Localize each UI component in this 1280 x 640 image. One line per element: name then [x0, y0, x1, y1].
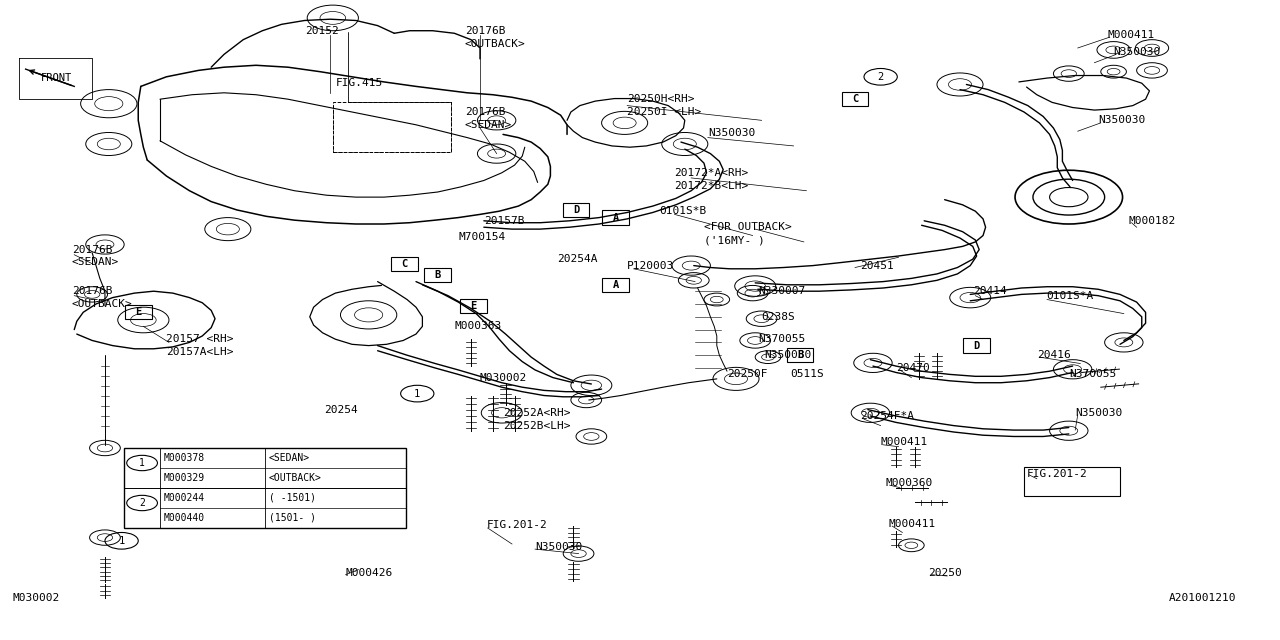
Text: 20254A: 20254A [557, 254, 598, 264]
Text: 1: 1 [119, 536, 124, 546]
Text: 20250F: 20250F [727, 369, 768, 380]
Text: ( -1501): ( -1501) [269, 493, 316, 503]
Text: 0238S: 0238S [762, 312, 795, 322]
Text: 20252A<RH>: 20252A<RH> [503, 408, 571, 418]
Text: 20157 <RH>: 20157 <RH> [166, 334, 234, 344]
Bar [603, 211, 630, 225]
Text: E: E [136, 307, 141, 317]
Text: N350030: N350030 [1098, 115, 1146, 125]
Text: ('16MY- ): ('16MY- ) [704, 235, 764, 245]
Text: C: C [402, 259, 407, 269]
Text: M000411: M000411 [881, 436, 928, 447]
Bar [392, 257, 417, 271]
Text: M000440: M000440 [164, 513, 205, 523]
Text: 1: 1 [415, 388, 420, 399]
Text: B: B [435, 270, 440, 280]
Text: M000182: M000182 [1129, 216, 1176, 226]
Text: E: E [471, 301, 476, 311]
Text: (1501- ): (1501- ) [269, 513, 316, 523]
Bar [1024, 467, 1120, 496]
Bar [603, 278, 630, 292]
Text: M030002: M030002 [480, 372, 527, 383]
Text: 20172*A<RH>: 20172*A<RH> [675, 168, 749, 178]
Text: FRONT: FRONT [41, 73, 72, 83]
Text: 1: 1 [140, 458, 145, 468]
Text: C: C [852, 94, 858, 104]
Text: 20254: 20254 [324, 404, 357, 415]
Text: M000378: M000378 [164, 453, 205, 463]
Text: M030002: M030002 [13, 593, 60, 604]
Text: D: D [974, 340, 979, 351]
Text: 20414: 20414 [973, 286, 1006, 296]
Text: 20250: 20250 [928, 568, 961, 578]
Text: M000411: M000411 [1107, 30, 1155, 40]
Bar [125, 305, 152, 319]
Text: N370055: N370055 [1069, 369, 1116, 380]
Text: M000329: M000329 [164, 473, 205, 483]
Text: 20176B: 20176B [465, 26, 506, 36]
Text: N350030: N350030 [764, 350, 812, 360]
Text: N330007: N330007 [758, 286, 805, 296]
Text: 20254F*A: 20254F*A [860, 411, 914, 421]
Text: 20451: 20451 [860, 260, 893, 271]
Text: M000244: M000244 [164, 493, 205, 503]
Bar [425, 268, 452, 282]
Bar [842, 92, 869, 106]
Text: M000363: M000363 [454, 321, 502, 332]
Text: <OUTBACK>: <OUTBACK> [269, 473, 321, 483]
Text: 0511S: 0511S [790, 369, 823, 380]
Bar [333, 102, 451, 152]
Text: 20250H<RH>: 20250H<RH> [627, 94, 695, 104]
Bar [461, 299, 486, 313]
Text: 20470: 20470 [896, 363, 929, 373]
Bar [964, 339, 991, 353]
Bar [124, 448, 406, 528]
Text: P120003: P120003 [627, 260, 675, 271]
Text: M000426: M000426 [346, 568, 393, 578]
Text: 20252B<LH>: 20252B<LH> [503, 420, 571, 431]
Text: 20176B: 20176B [465, 107, 506, 117]
Text: <SEDAN>: <SEDAN> [465, 120, 512, 130]
Text: 20176B: 20176B [72, 286, 113, 296]
Text: 20176B: 20176B [72, 244, 113, 255]
Text: M000411: M000411 [888, 518, 936, 529]
Text: 0101S*A: 0101S*A [1046, 291, 1093, 301]
Text: 0101S*B: 0101S*B [659, 206, 707, 216]
Text: <OUTBACK>: <OUTBACK> [465, 38, 525, 49]
Text: 20157B: 20157B [484, 216, 525, 226]
Text: N350030: N350030 [1075, 408, 1123, 418]
Text: M000360: M000360 [886, 478, 933, 488]
Text: <FOR OUTBACK>: <FOR OUTBACK> [704, 222, 792, 232]
Text: 2: 2 [878, 72, 883, 82]
Text: N350030: N350030 [535, 542, 582, 552]
Text: M700154: M700154 [458, 232, 506, 242]
Text: 20157A<LH>: 20157A<LH> [166, 347, 234, 357]
Text: N350030: N350030 [1114, 47, 1161, 58]
Text: FIG.201-2: FIG.201-2 [486, 520, 547, 530]
Text: N370055: N370055 [758, 334, 805, 344]
Bar [563, 203, 589, 217]
Text: 20152: 20152 [305, 26, 338, 36]
Text: FIG.201-2: FIG.201-2 [1027, 468, 1087, 479]
Text: 2: 2 [140, 498, 145, 508]
Text: 20172*B<LH>: 20172*B<LH> [675, 180, 749, 191]
Text: <OUTBACK>: <OUTBACK> [72, 299, 132, 309]
Bar [786, 348, 814, 362]
Text: A: A [613, 280, 618, 290]
Text: D: D [573, 205, 579, 215]
Text: FIG.415: FIG.415 [335, 78, 383, 88]
Text: 20250I <LH>: 20250I <LH> [627, 107, 701, 117]
Text: B: B [797, 350, 803, 360]
Text: A: A [613, 212, 618, 223]
Text: <SEDAN>: <SEDAN> [72, 257, 119, 268]
Text: <SEDAN>: <SEDAN> [269, 453, 310, 463]
Text: N350030: N350030 [708, 128, 755, 138]
Text: A201001210: A201001210 [1169, 593, 1236, 604]
Text: 20416: 20416 [1037, 350, 1070, 360]
